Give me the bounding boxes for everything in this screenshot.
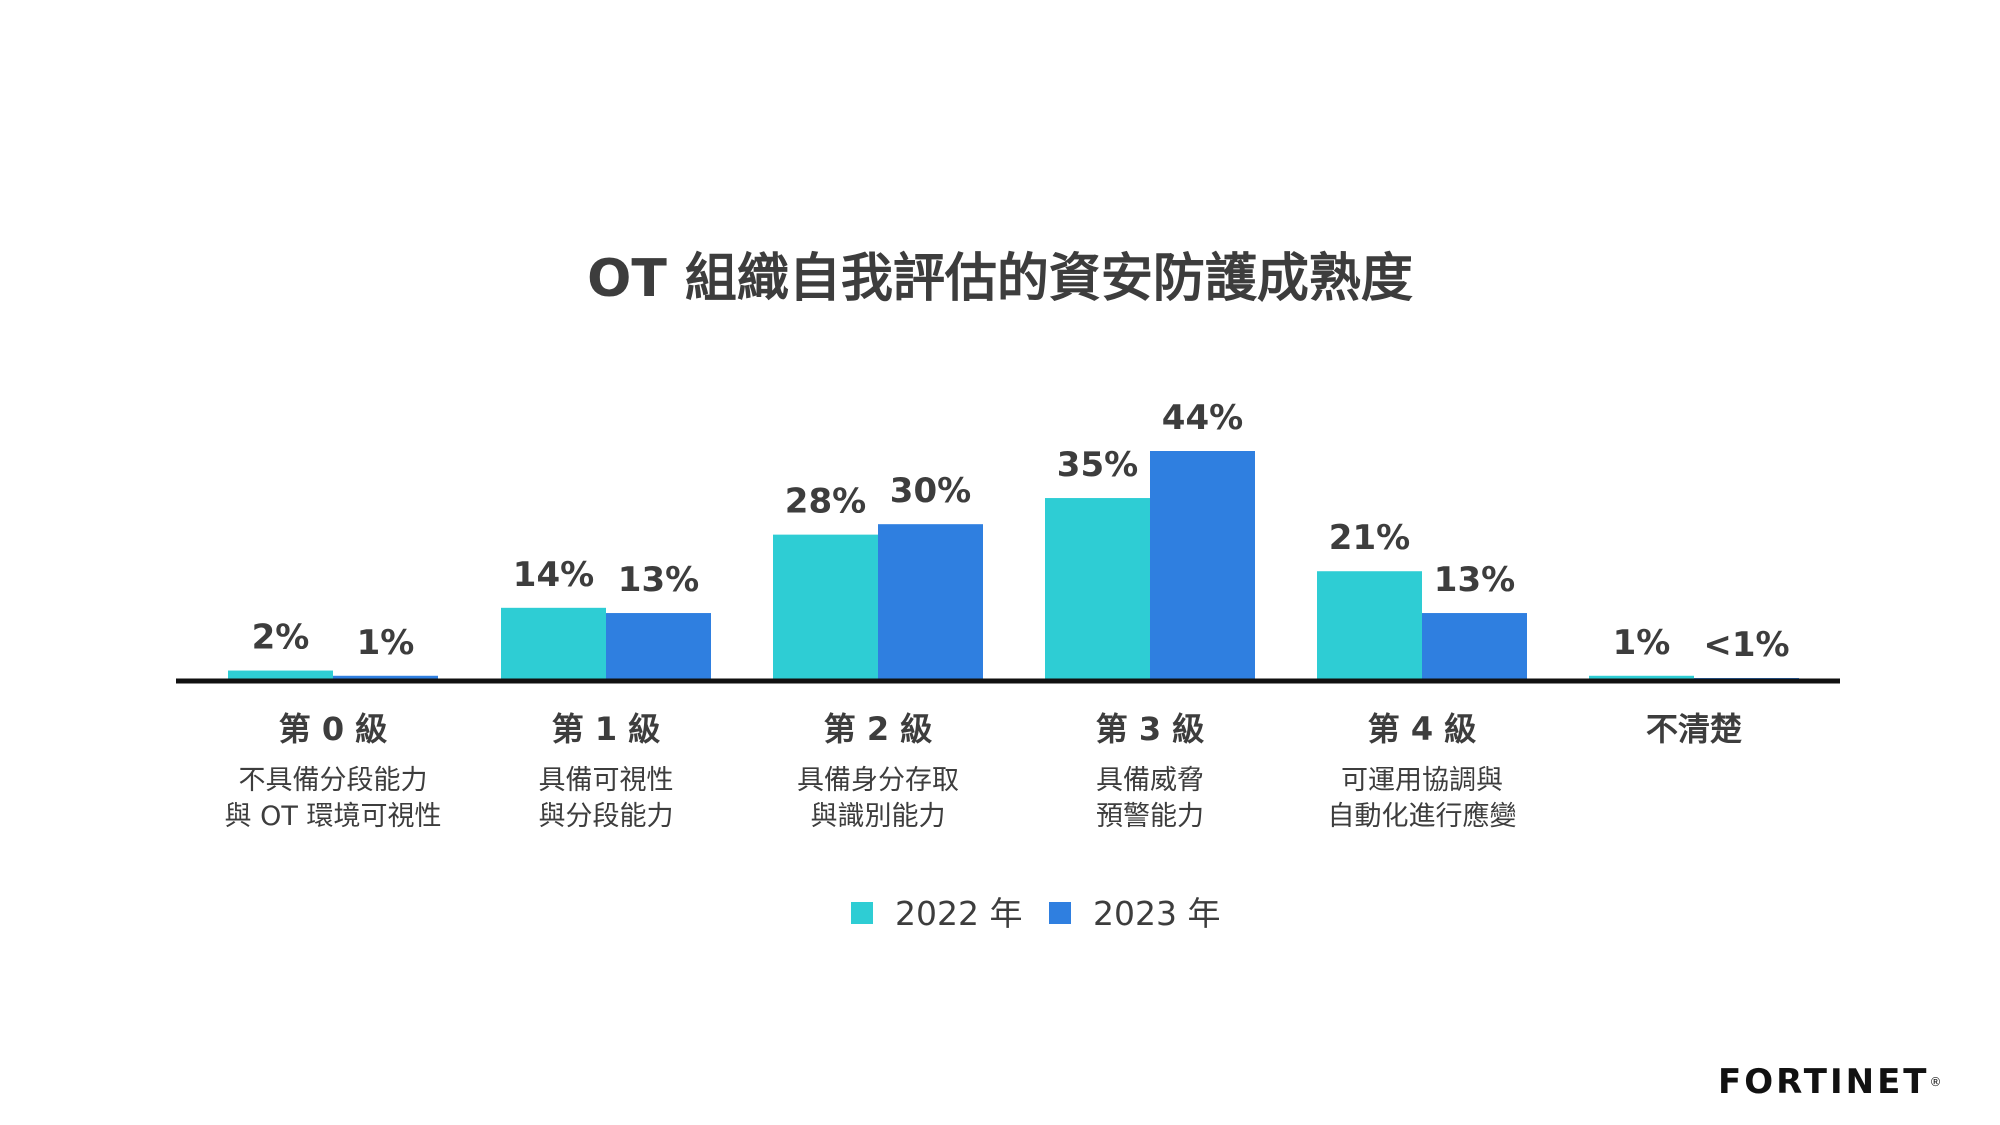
bar-2022-cat-0 <box>228 670 333 681</box>
fortinet-logo: FORTINET® <box>1718 1064 1978 1100</box>
value-label-2023-cat-2: 30% <box>890 471 971 511</box>
category-level-0: 第 0 級 <box>279 710 388 748</box>
value-label-2022-cat-3: 35% <box>1057 445 1138 485</box>
value-label-2023-cat-4: 13% <box>1434 560 1515 600</box>
value-label-2022-cat-0: 2% <box>252 618 310 658</box>
category-desc-0-line-1: 與 OT 環境可視性 <box>225 801 442 832</box>
value-label-2022-cat-2: 28% <box>785 482 866 522</box>
category-level-4: 第 4 級 <box>1368 710 1477 748</box>
value-label-2022-cat-1: 14% <box>513 555 594 595</box>
category-desc-3-line-1: 預警能力 <box>1096 801 1204 832</box>
bar-2023-cat-4 <box>1422 613 1527 681</box>
value-label-2023-cat-1: 13% <box>618 560 699 600</box>
category-desc-1-line-1: 與分段能力 <box>539 801 674 832</box>
bars-layer <box>228 451 1799 681</box>
bar-2022-cat-5 <box>1589 675 1694 681</box>
bar-2023-cat-0 <box>333 675 438 681</box>
value-label-2023-cat-0: 1% <box>357 623 415 663</box>
legend-label-2022: 2022 年 <box>895 894 1022 933</box>
value-label-2023-cat-5: <1% <box>1703 625 1789 665</box>
category-desc-0-line-0: 不具備分段能力 <box>239 765 428 796</box>
bar-2023-cat-1 <box>606 613 711 681</box>
category-level-5: 不清楚 <box>1646 710 1742 748</box>
legend-swatch-2022 <box>851 902 873 924</box>
value-label-2023-cat-3: 44% <box>1162 398 1243 438</box>
chart-title: OT 組織自我評估的資安防護成熟度 <box>587 249 1413 309</box>
category-level-2: 第 2 級 <box>824 710 933 748</box>
category-level-1: 第 1 級 <box>552 710 661 748</box>
legend: 2022 年 2023 年 <box>851 894 1220 933</box>
legend-swatch-2023 <box>1049 902 1071 924</box>
category-desc-4-line-1: 自動化進行應變 <box>1328 801 1517 832</box>
bar-2022-cat-3 <box>1045 498 1150 681</box>
value-label-2022-cat-5: 1% <box>1613 623 1671 663</box>
value-label-2022-cat-4: 21% <box>1329 518 1410 558</box>
bar-2022-cat-1 <box>501 607 606 681</box>
value-labels-layer: 2% 1% 14% 13% 28% 30% 35% 44% 21% 13% 1% <1% <box>252 398 1790 665</box>
bar-2023-cat-2 <box>878 524 983 681</box>
logo-registered-mark: ® <box>1929 1075 1942 1089</box>
category-level-3: 第 3 級 <box>1096 710 1205 748</box>
category-desc-4-line-0: 可運用協調與 <box>1341 765 1503 796</box>
legend-label-2023: 2023 年 <box>1093 894 1220 933</box>
category-desc-2-line-0: 具備身分存取 <box>797 765 959 796</box>
bar-2022-cat-4 <box>1317 571 1422 681</box>
category-desc-2-line-1: 與識別能力 <box>811 801 946 832</box>
logo-text: FORTINET <box>1718 1062 1930 1102</box>
bar-2022-cat-2 <box>773 534 878 681</box>
category-desc-1-line-0: 具備可視性 <box>539 765 674 796</box>
bar-2023-cat-3 <box>1150 451 1255 681</box>
category-desc-3-line-0: 具備威脅 <box>1096 765 1204 796</box>
